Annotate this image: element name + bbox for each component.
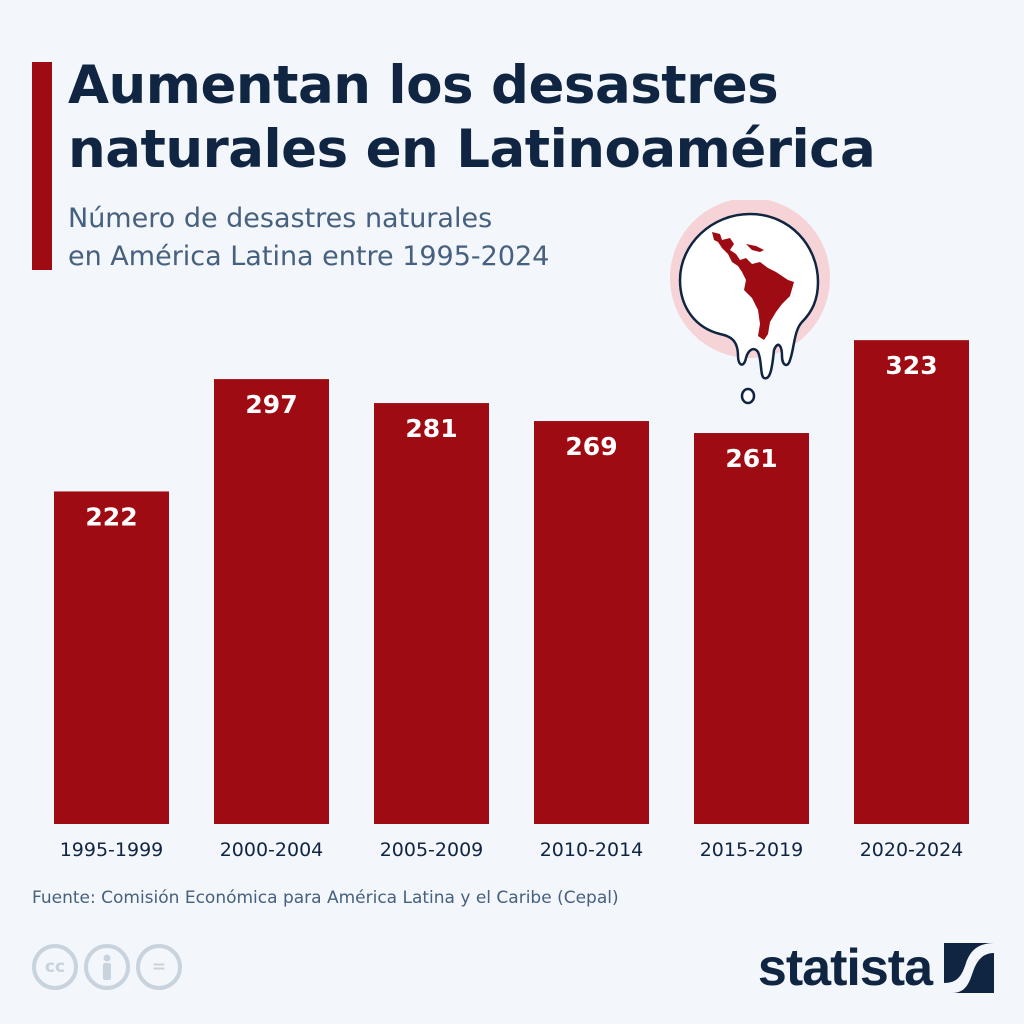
license-icons: cc = bbox=[32, 944, 182, 990]
logo-text: statista bbox=[757, 939, 933, 997]
x-tick-label: 2015-2019 bbox=[700, 839, 804, 861]
title-line-1: Aumentan los desastres bbox=[68, 55, 779, 116]
no-derivatives-icon[interactable]: = bbox=[136, 944, 182, 990]
x-tick-label: 2020-2024 bbox=[860, 839, 964, 861]
subtitle-line-1: Número de desastres naturales bbox=[68, 203, 493, 234]
bar-value-label: 222 bbox=[85, 502, 137, 531]
chart-subtitle: Número de desastres naturales en América… bbox=[68, 200, 549, 276]
subtitle-line-2: en América Latina entre 1995-2024 bbox=[68, 241, 550, 272]
bar-1995-1999 bbox=[54, 491, 169, 824]
x-tick-label: 2000-2004 bbox=[220, 839, 324, 861]
bar-2010-2014 bbox=[534, 421, 649, 824]
bar-chart: 222 1995-1999 297 2000-2004 281 2005-2009 269 2… bbox=[54, 340, 969, 861]
title-line-2: naturales en Latinoamérica bbox=[68, 119, 876, 180]
statista-logo-icon bbox=[944, 943, 994, 993]
melting-latin-america-globe-icon bbox=[670, 200, 830, 405]
bar-value-label: 281 bbox=[405, 414, 457, 443]
bar-value-label: 323 bbox=[885, 351, 937, 380]
cc-icon[interactable]: cc bbox=[32, 944, 78, 990]
x-tick-label: 1995-1999 bbox=[60, 839, 164, 861]
bar-value-label: 297 bbox=[245, 390, 297, 419]
bar-2015-2019 bbox=[694, 433, 809, 824]
chart-title: Aumentan los desastres naturales en Lati… bbox=[68, 54, 876, 182]
source-note: Fuente: Comisión Económica para América … bbox=[32, 888, 619, 908]
x-tick-label: 2005-2009 bbox=[380, 839, 484, 861]
statista-logo[interactable]: statista bbox=[758, 940, 994, 996]
title-accent-bar bbox=[32, 62, 52, 270]
x-tick-label: 2010-2014 bbox=[540, 839, 644, 861]
bar-value-label: 269 bbox=[565, 432, 617, 461]
bar-2000-2004 bbox=[214, 379, 329, 824]
bar-2020-2024 bbox=[854, 340, 969, 824]
bar-2005-2009 bbox=[374, 403, 489, 824]
bar-value-label: 261 bbox=[725, 444, 777, 473]
attribution-icon[interactable] bbox=[84, 944, 130, 990]
